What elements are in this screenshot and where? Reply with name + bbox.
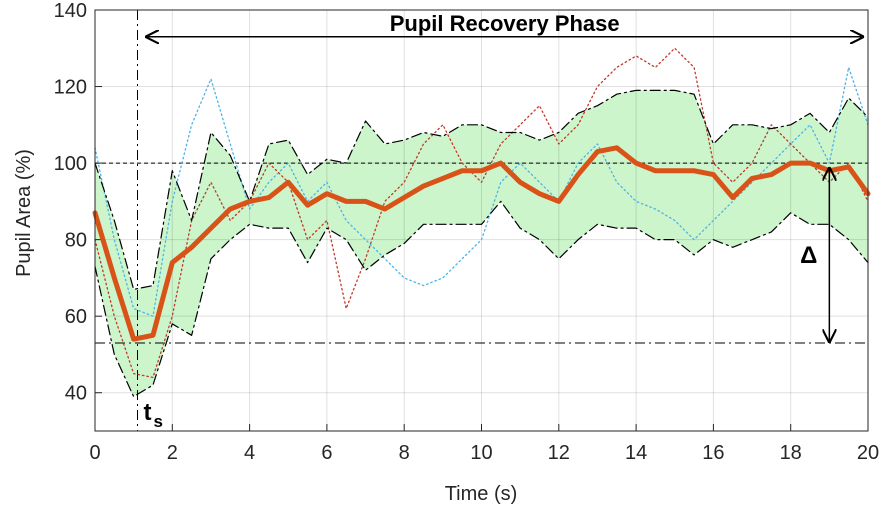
band-fill bbox=[95, 90, 868, 397]
x-tick-label: 20 bbox=[857, 442, 879, 464]
x-tick-label: 14 bbox=[625, 442, 647, 464]
line-trace bbox=[94, 66, 869, 317]
plot-frame bbox=[94, 9, 869, 432]
annotation-text: Δ bbox=[800, 242, 817, 269]
x-tick-label: 16 bbox=[702, 442, 724, 464]
x-axis-label: Time (s) bbox=[445, 483, 518, 505]
y-tick-label: 140 bbox=[54, 0, 87, 22]
line-trace bbox=[94, 47, 869, 379]
x-tick-label: 2 bbox=[167, 442, 178, 464]
y-axis-label: Pupil Area (%) bbox=[13, 149, 35, 277]
y-tick-label: 120 bbox=[54, 77, 87, 99]
annotation-text: t bbox=[144, 399, 152, 426]
x-tick-label: 0 bbox=[89, 442, 100, 464]
x-tick-label: 10 bbox=[470, 442, 492, 464]
line-upper bbox=[94, 89, 869, 290]
x-tick-label: 4 bbox=[244, 442, 255, 464]
annotation-subscript: s bbox=[154, 412, 163, 431]
annotation-text: Pupil Recovery Phase bbox=[390, 11, 620, 36]
y-tick-label: 40 bbox=[65, 383, 87, 405]
line-lower bbox=[94, 200, 869, 398]
x-tick-label: 18 bbox=[780, 442, 802, 464]
y-tick-label: 60 bbox=[65, 306, 87, 328]
x-tick-label: 12 bbox=[548, 442, 570, 464]
line-mean bbox=[92, 145, 871, 342]
x-tick-label: 8 bbox=[399, 442, 410, 464]
y-tick-label: 80 bbox=[65, 230, 87, 252]
y-tick-label: 100 bbox=[54, 153, 87, 175]
x-tick-label: 6 bbox=[321, 442, 332, 464]
